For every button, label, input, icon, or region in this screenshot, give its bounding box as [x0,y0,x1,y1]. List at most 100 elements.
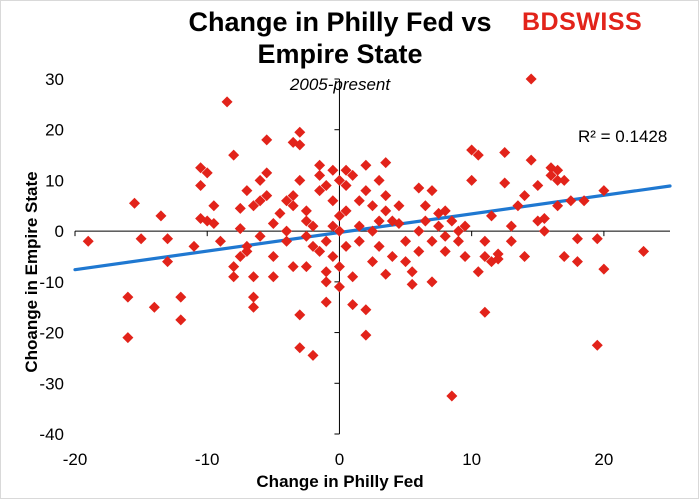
scatter-point [320,276,332,288]
scatter-point [380,268,392,280]
scatter-point [267,271,279,283]
scatter-point [538,212,550,224]
scatter-point [241,240,253,252]
scatter-point [446,215,458,227]
scatter-point [519,190,531,202]
scatter-point [426,235,438,247]
scatter-point [261,167,273,179]
scatter-point [294,342,306,354]
scatter-point [380,205,392,217]
scatter-point [261,134,273,146]
scatter-point [314,159,326,171]
scatter-point [571,233,583,245]
scatter-point [188,240,200,252]
scatter-point [452,235,464,247]
scatter-point [419,215,431,227]
scatter-point [267,218,279,230]
scatter-point [367,225,378,237]
scatter-point [254,174,266,186]
scatter-point [241,185,253,197]
scatter-point [175,291,187,303]
chart-subtitle: 2005-present [289,75,391,94]
scatter-point [360,185,372,197]
scatter-point [228,271,240,283]
scatter-point [320,266,332,278]
scatter-point [565,195,577,207]
scatter-point [248,301,259,313]
scatter-point [360,159,372,171]
scatter-point [320,296,332,308]
scatter-point [287,200,299,212]
scatter-point [439,205,451,217]
scatter-point [300,230,312,242]
scatter-point [426,276,438,288]
scatter-point [578,195,590,207]
scatter-point [267,251,279,262]
scatter-point [307,240,319,252]
scatter-point [294,309,306,321]
scatter-point [413,225,425,237]
y-tick-label: 20 [45,121,64,140]
scatter-point [459,220,471,232]
scatter-point [287,190,299,202]
y-tick-label: -40 [39,425,64,444]
scatter-point [201,167,213,179]
scatter-point [558,174,570,186]
scatter-point [486,210,497,222]
scatter-point [393,218,405,230]
y-tick-label: -20 [39,324,64,343]
chart-title-line-2: Empire State [257,39,423,69]
x-tick-label: 0 [335,450,344,469]
y-tick-label: -10 [39,273,64,292]
scatter-point [333,174,345,186]
scatter-point [406,266,418,278]
scatter-point [248,200,259,212]
logo-swiss: SWISS [559,8,643,36]
scatter-point [386,251,398,262]
scatter-point [195,180,207,191]
scatter-point [340,205,352,217]
scatter-point [340,240,352,252]
scatter-point [314,245,326,257]
scatter-point [347,169,359,181]
scatter-point [552,164,564,176]
scatter-point [333,281,345,293]
scatter-point [287,261,299,273]
scatter-point [598,185,610,197]
scatter-point [525,73,537,85]
scatter-point [228,149,240,161]
scatter-point [525,154,537,166]
scatter-point [413,245,425,257]
scatter-point [499,147,511,159]
scatter-point [122,332,134,344]
scatter-point [327,195,339,207]
scatter-point [360,304,372,316]
scatter-point [571,256,583,268]
scatter-point [294,139,306,151]
scatter-point [320,235,332,247]
scatter-point [347,299,359,311]
scatter-point [400,256,412,268]
y-tick-label: 30 [45,70,64,89]
scatter-point [466,174,478,186]
scatter-point [281,225,293,237]
scatter-point [314,169,326,181]
y-tick-label: -30 [39,374,64,393]
scatter-point [479,251,491,262]
scatter-point [333,225,345,237]
scatter-point [254,230,266,242]
scatter-point [598,263,610,275]
x-tick-label: -10 [195,450,220,469]
scatter-point [638,245,650,257]
scatter-point [281,235,293,247]
scatter-point [426,185,438,197]
scatter-point [492,253,504,265]
scatter-point [248,291,259,303]
scatter-point [479,306,491,318]
scatter-point [327,220,339,232]
scatter-point [214,235,226,247]
scatter-point [135,233,147,245]
scatter-point [373,174,385,186]
scatter-point [505,235,517,247]
